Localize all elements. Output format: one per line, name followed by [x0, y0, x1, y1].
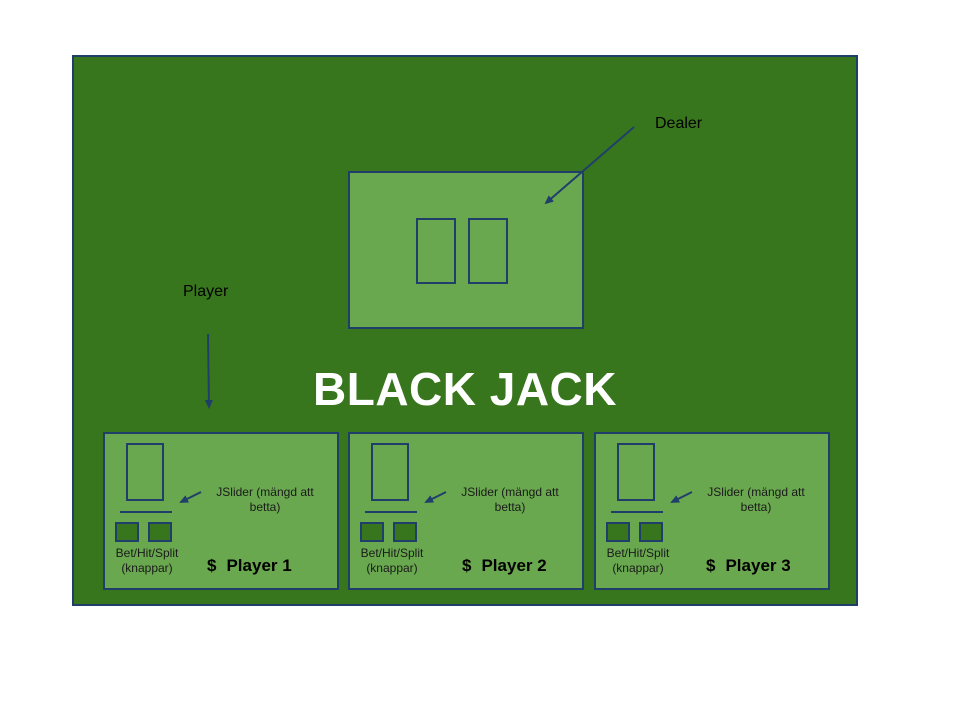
player-panel-3: Bet/Hit/Split (knappar) JSlider (mängd a…: [594, 432, 830, 590]
player-1-name-text: Player 1: [226, 556, 292, 575]
player-1-slider-note-line-1: JSlider (mängd att: [216, 485, 314, 499]
player-panel-1: Bet/Hit/Split (knappar) JSlider (mängd a…: [103, 432, 339, 590]
player-2-name: $ Player 2: [462, 556, 547, 576]
player-2-slider[interactable]: [365, 511, 417, 513]
player-panel-2: Bet/Hit/Split (knappar) JSlider (mängd a…: [348, 432, 584, 590]
player-3-currency: $: [706, 556, 716, 575]
player-2-buttons-note-line-2: (knappar): [366, 561, 418, 575]
player-3-card: [617, 443, 655, 501]
table-title: BLACK JACK: [313, 363, 617, 415]
dealer-card-2: [468, 218, 508, 284]
player-1-slider-note: JSlider (mängd att betta): [205, 485, 325, 515]
player-1-slider-note-line-2: betta): [249, 500, 281, 514]
player-2-buttons-note-line-1: Bet/Hit/Split: [360, 546, 424, 560]
player-3-name: $ Player 3: [706, 556, 791, 576]
player-2-name-text: Player 2: [481, 556, 547, 575]
player-2-slider-note: JSlider (mängd att betta): [450, 485, 570, 515]
dealer-card-1: [416, 218, 456, 284]
player-3-slider-note: JSlider (mängd att betta): [696, 485, 816, 515]
player-3-slider-note-line-1: JSlider (mängd att: [707, 485, 805, 499]
player-3-action-button-1[interactable]: [606, 522, 630, 542]
player-1-name: $ Player 1: [207, 556, 292, 576]
player-label: Player: [183, 283, 229, 300]
player-1-buttons-note-line-2: (knappar): [121, 561, 173, 575]
player-1-action-button-1[interactable]: [115, 522, 139, 542]
player-3-slider[interactable]: [611, 511, 663, 513]
player-3-name-text: Player 3: [725, 556, 791, 575]
player-2-slider-note-line-2: betta): [494, 500, 526, 514]
player-1-currency: $: [207, 556, 217, 575]
player-2-slider-note-line-1: JSlider (mängd att: [461, 485, 559, 499]
player-1-card: [126, 443, 164, 501]
player-2-action-button-2[interactable]: [393, 522, 417, 542]
player-2-currency: $: [462, 556, 472, 575]
player-3-slider-note-line-2: betta): [740, 500, 772, 514]
player-3-buttons-note-line-2: (knappar): [612, 561, 664, 575]
player-2-action-button-1[interactable]: [360, 522, 384, 542]
player-1-buttons-note-line-1: Bet/Hit/Split: [115, 546, 179, 560]
player-3-buttons-note-line-1: Bet/Hit/Split: [606, 546, 670, 560]
dealer-area: [348, 171, 584, 329]
player-2-card: [371, 443, 409, 501]
player-1-slider[interactable]: [120, 511, 172, 513]
player-1-buttons-note: Bet/Hit/Split (knappar): [107, 546, 187, 576]
dealer-label: Dealer: [655, 115, 703, 132]
player-1-action-button-2[interactable]: [148, 522, 172, 542]
player-3-buttons-note: Bet/Hit/Split (knappar): [598, 546, 678, 576]
player-2-buttons-note: Bet/Hit/Split (knappar): [352, 546, 432, 576]
player-3-action-button-2[interactable]: [639, 522, 663, 542]
